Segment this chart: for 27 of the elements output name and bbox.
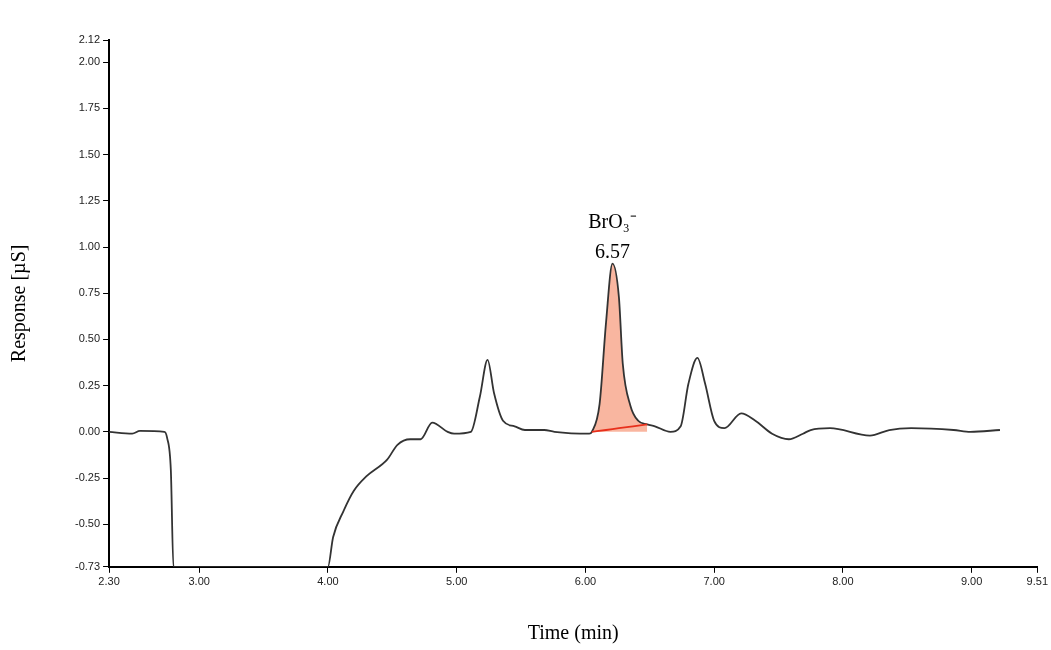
y-tick-label: 1.75 xyxy=(78,101,101,114)
x-tick-label: 8.00 xyxy=(832,575,854,588)
y-tick-label: -0.50 xyxy=(74,517,101,530)
y-tick-label: 0.00 xyxy=(78,424,101,437)
y-tick-label: 1.00 xyxy=(78,240,101,253)
y-axis-title: Response [µS] xyxy=(7,244,31,363)
y-tick-label: 1.25 xyxy=(78,193,101,206)
line-series xyxy=(590,423,649,433)
y-tick-label: 2.00 xyxy=(78,55,101,68)
x-tick-label: 7.00 xyxy=(703,575,725,588)
y-tick-label: -0.73 xyxy=(74,559,101,572)
annotation: BrO₃⁻ 6.57 xyxy=(588,209,637,262)
x-tick-label: 5.00 xyxy=(445,575,468,588)
y-tick-label: -0.25 xyxy=(74,471,101,484)
line-series xyxy=(109,262,1001,567)
y-tick-label: 0.50 xyxy=(78,332,101,345)
y-tick-label: 0.25 xyxy=(78,378,101,391)
x-tick-label: 9.00 xyxy=(960,575,983,588)
x-axis-title: Time (min) xyxy=(527,621,619,645)
x-tick-label: 6.00 xyxy=(574,575,597,588)
x-tick-label: 3.00 xyxy=(188,575,210,588)
x-tick-label: 4.00 xyxy=(317,575,339,588)
x-tick-label: 2.30 xyxy=(98,575,120,588)
x-tick-label: 9.51 xyxy=(1026,575,1049,588)
y-tick-label: 1.50 xyxy=(78,147,101,160)
y-tick-label: 2.12 xyxy=(78,33,101,46)
y-tick-label: 0.75 xyxy=(78,286,101,299)
